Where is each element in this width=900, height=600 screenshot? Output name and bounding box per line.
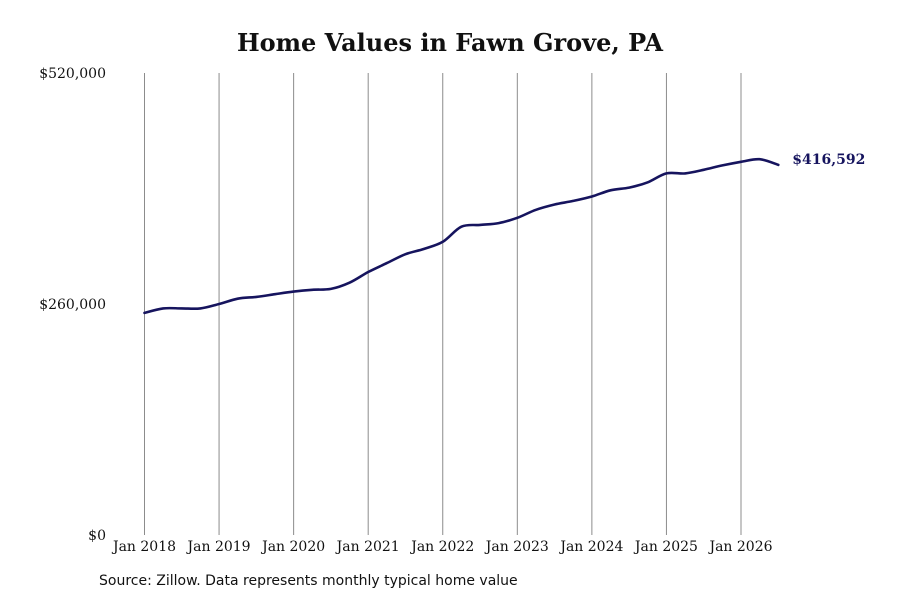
y-axis-ticks: $0 $260,000 $520,000 (39, 66, 106, 544)
chart-title: Home Values in Fawn Grove, PA (236, 28, 664, 57)
grid-lines (144, 73, 742, 535)
x-tick-label: Jan 2025 (633, 539, 698, 555)
end-value-label: $416,592 (792, 152, 865, 168)
y-tick-label: $260,000 (39, 297, 106, 313)
x-tick-label: Jan 2022 (409, 539, 474, 555)
x-tick-label: Jan 2026 (707, 539, 772, 555)
series-line-home-value (143, 157, 780, 315)
y-tick-label: $0 (88, 528, 106, 544)
x-tick-label: Jan 2020 (260, 539, 325, 555)
y-tick-label: $520,000 (39, 66, 106, 82)
x-tick-label: Jan 2018 (111, 539, 176, 555)
x-tick-label: Jan 2019 (186, 539, 251, 555)
x-tick-label: Jan 2023 (484, 539, 549, 555)
x-axis-ticks: Jan 2018 Jan 2019 Jan 2020 Jan 2021 Jan 2022… (111, 539, 773, 555)
x-tick-label: Jan 2021 (335, 539, 400, 555)
x-tick-label: Jan 2024 (558, 539, 623, 555)
source-note: Source: Zillow. Data represents monthly … (99, 573, 518, 589)
